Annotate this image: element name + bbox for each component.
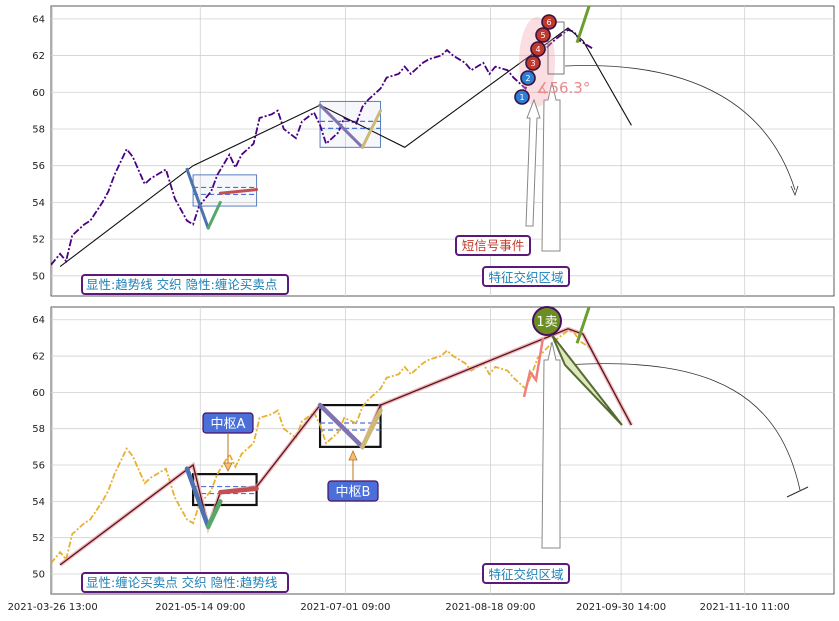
signal-point-marker [520,70,536,86]
bottom-y-tick-label: 56 [32,461,45,472]
zone-b-label: 中枢B [336,485,371,500]
top-y-tick-label: 56 [32,161,45,172]
bottom-feature-area-label: 特征交织区域 [488,567,563,582]
top-stroke-segment [318,103,364,149]
bottom-plot-area [51,307,634,567]
bottom-y-tick-label: 50 [32,570,45,581]
signal-point-marker [541,14,557,30]
top-legend-box [81,274,289,295]
x-axis: 2021-03-26 13:00 2021-05-14 09:00 2021-07-… [8,602,790,613]
bottom-y-tick-label: 62 [32,352,45,363]
bottom-y-tick-label: 60 [32,388,45,399]
top-feature-arrow [541,81,561,252]
signal-point-label: 6 [546,18,551,27]
top-plot-frame [50,5,835,297]
bottom-legend-text: 显性:缠论买卖点 交织 隐性:趋势线 [86,575,278,590]
x-tick-label: 2021-03-26 13:00 [8,602,98,613]
bottom-stroke-segment [205,499,223,530]
x-tick-label: 2021-08-18 09:00 [445,602,535,613]
zone-a-label: 中枢A [211,417,246,432]
top-legend-text: 显性:趋势线 交织 隐性:缠论买卖点 [86,277,277,292]
bottom-feature-arrow [541,341,561,549]
top-y-tick-label: 50 [32,271,45,282]
top-uptrend-stroke [575,6,591,44]
signal-point-label: 1 [519,93,524,102]
zone-b-arrowhead [348,450,358,461]
top-stroke-segment [360,109,383,149]
bottom-stroke-segment [360,408,383,450]
short-signal-label: 短信号事件 [462,238,525,253]
bottom-y-tick-label: 64 [32,315,45,326]
short-signal-arrow [525,98,541,227]
sell-wedge [551,334,623,426]
bottom-feature-area-box [482,563,570,584]
signal-point-marker [525,55,541,71]
signal-point-label: 5 [540,31,545,40]
signal-point-label: 2 [525,74,530,83]
bottom-plot-frame [50,306,835,595]
zone-a-arrowhead [223,462,233,472]
bottom-y-tick-label: 54 [32,497,45,508]
top-stroke-segment [185,167,210,230]
signal-point-marker [514,89,530,105]
bottom-signal-segment [522,337,545,398]
x-tick-label: 2021-07-01 09:00 [300,602,390,613]
bottom-panel: 50 52 54 56 58 60 62 64 显性:缠论买卖点 交织 隐性:趋势线 特征交织区域… [32,306,835,595]
top-trend-line [59,27,632,268]
signal-point-marker [530,41,546,57]
top-y-tick-label: 60 [32,88,45,99]
top-price-series [51,28,593,266]
bottom-y-tick-label: 52 [32,533,45,544]
bottom-legend-box [81,572,289,593]
top-y-tick-label: 64 [32,14,45,25]
top-y-tick-label: 58 [32,124,45,135]
bottom-y-tick-label: 58 [32,424,45,435]
short-signal-box [455,235,531,256]
signal-point-label: 4 [535,45,540,54]
bottom-stroke-segment [218,486,259,495]
sell-marker-label: 1卖 [536,315,557,330]
bottom-price-series [51,329,593,564]
bottom-stroke-segment [317,402,365,450]
top-stroke-segment [206,200,222,230]
top-forecast-arrowhead [790,185,799,197]
signal-point-marker [535,27,551,43]
x-tick-label: 2021-05-14 09:00 [155,602,245,613]
bottom-forecast-bar [786,486,809,498]
angle-label: ∡56.3° [536,79,590,97]
bottom-forecast-curve [564,363,801,491]
top-feature-area-label: 特征交织区域 [488,270,563,285]
x-tick-label: 2021-11-10 11:00 [700,602,790,613]
top-forecast-curve [564,65,796,191]
bottom-stroke-segment [184,466,211,530]
top-y-tick-label: 54 [32,198,45,209]
signal-point-label: 3 [530,59,535,68]
top-plot-area [51,6,632,268]
bottom-uptrend-stroke [575,307,591,344]
x-tick-label: 2021-09-30 14:00 [576,602,666,613]
top-stroke-segment [218,188,259,195]
top-zone-box [319,100,382,148]
top-y-tick-label: 52 [32,235,45,246]
top-y-tick-label: 62 [32,51,45,62]
sell-marker [532,306,562,336]
top-feature-area-box [482,266,570,287]
